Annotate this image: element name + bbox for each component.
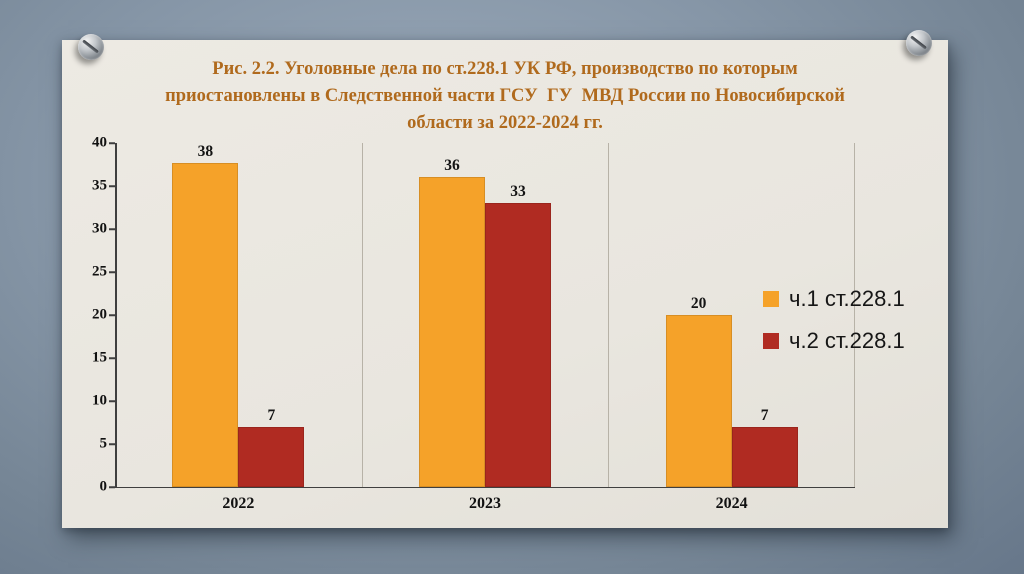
y-tick-label: 30	[92, 220, 107, 237]
bar-value-label: 38	[197, 143, 214, 160]
y-tick-label: 40	[92, 134, 107, 151]
slide-card: Рис. 2.2. Уголовные дела по ст.228.1 УК …	[62, 30, 948, 528]
y-axis-line	[115, 143, 117, 487]
bar-slot: 7	[731, 143, 798, 487]
bar-value-label: 20	[690, 295, 707, 312]
bar-series2-2022	[238, 426, 305, 487]
x-axis-label-2024: 2024	[715, 495, 748, 512]
bar-value-label: 7	[760, 406, 769, 424]
legend-item: ч.1 ст.228.1	[763, 286, 905, 312]
pin-icon-top-left	[78, 34, 104, 60]
y-tick-label: 10	[92, 392, 107, 409]
y-tick-mark	[109, 314, 115, 316]
legend-swatch-icon	[763, 333, 779, 349]
x-axis-label-2023: 2023	[469, 495, 501, 512]
bar-value-label: 7	[267, 406, 276, 424]
y-tick-mark	[109, 443, 115, 445]
y-tick-mark	[109, 142, 115, 144]
title-line-2: приостановлены в Следственной части ГСУ …	[165, 85, 845, 106]
slide-title: Рис. 2.2. Уголовные дела по ст.228.1 УК …	[102, 56, 908, 136]
vertical-gridline	[608, 143, 610, 487]
bar-group-2022: 38 7	[115, 143, 362, 487]
bar-value-label: 33	[510, 183, 526, 201]
chart-legend: ч.1 ст.228.1 ч.2 ст.228.1	[763, 286, 905, 354]
bar-value-label: 36	[444, 157, 460, 175]
bar-slot: 20	[665, 143, 732, 487]
y-tick-label: 35	[92, 177, 107, 194]
pin-icon-top-right	[906, 30, 932, 56]
y-tick-mark	[109, 486, 115, 488]
bar-slot: 36	[418, 143, 485, 487]
y-tick-label: 25	[92, 263, 107, 280]
vertical-gridline	[361, 143, 363, 487]
y-tick-mark	[109, 400, 115, 402]
x-axis-label-2022: 2022	[222, 495, 255, 512]
y-tick-mark	[109, 228, 115, 230]
plot-area: 0 5 10 15 20 25 30 35 40 38 7 36 33 20 7	[92, 135, 855, 495]
bar-slot: 38	[172, 143, 239, 487]
bar-group-2024: 20 7	[608, 143, 855, 487]
legend-item: ч.2 ст.228.1	[763, 328, 905, 354]
bar-series1-2023	[418, 177, 485, 487]
y-tick-label: 0	[99, 478, 108, 495]
y-tick-mark	[109, 185, 115, 187]
legend-label: ч.1 ст.228.1	[789, 286, 905, 311]
y-tick-mark	[109, 357, 115, 359]
vertical-gridline	[854, 143, 855, 487]
bar-series1-2024	[665, 315, 732, 487]
bar-chart: 0 5 10 15 20 25 30 35 40 38 7 36 33 20 7 2022 2023 2024 …	[62, 40, 948, 528]
y-tick-label: 5	[99, 435, 108, 452]
bar-slot: 33	[484, 143, 551, 487]
bar-series2-2023	[484, 203, 551, 487]
legend-swatch-icon	[763, 291, 779, 307]
y-tick-label: 15	[92, 349, 107, 366]
y-tick-label: 20	[92, 306, 107, 323]
bar-series2-2024	[731, 426, 798, 487]
title-line-3: области за 2022-2024 гг.	[407, 112, 603, 133]
legend-label: ч.2 ст.228.1	[789, 328, 905, 353]
title-line-1: Рис. 2.2. Уголовные дела по ст.228.1 УК …	[212, 59, 798, 79]
x-axis: 2022 2023 2024	[115, 495, 855, 513]
bar-series1-2022	[172, 163, 239, 487]
y-tick-mark	[109, 271, 115, 273]
bar-group-2023: 36 33	[362, 143, 609, 487]
bar-slot: 7	[238, 143, 305, 487]
